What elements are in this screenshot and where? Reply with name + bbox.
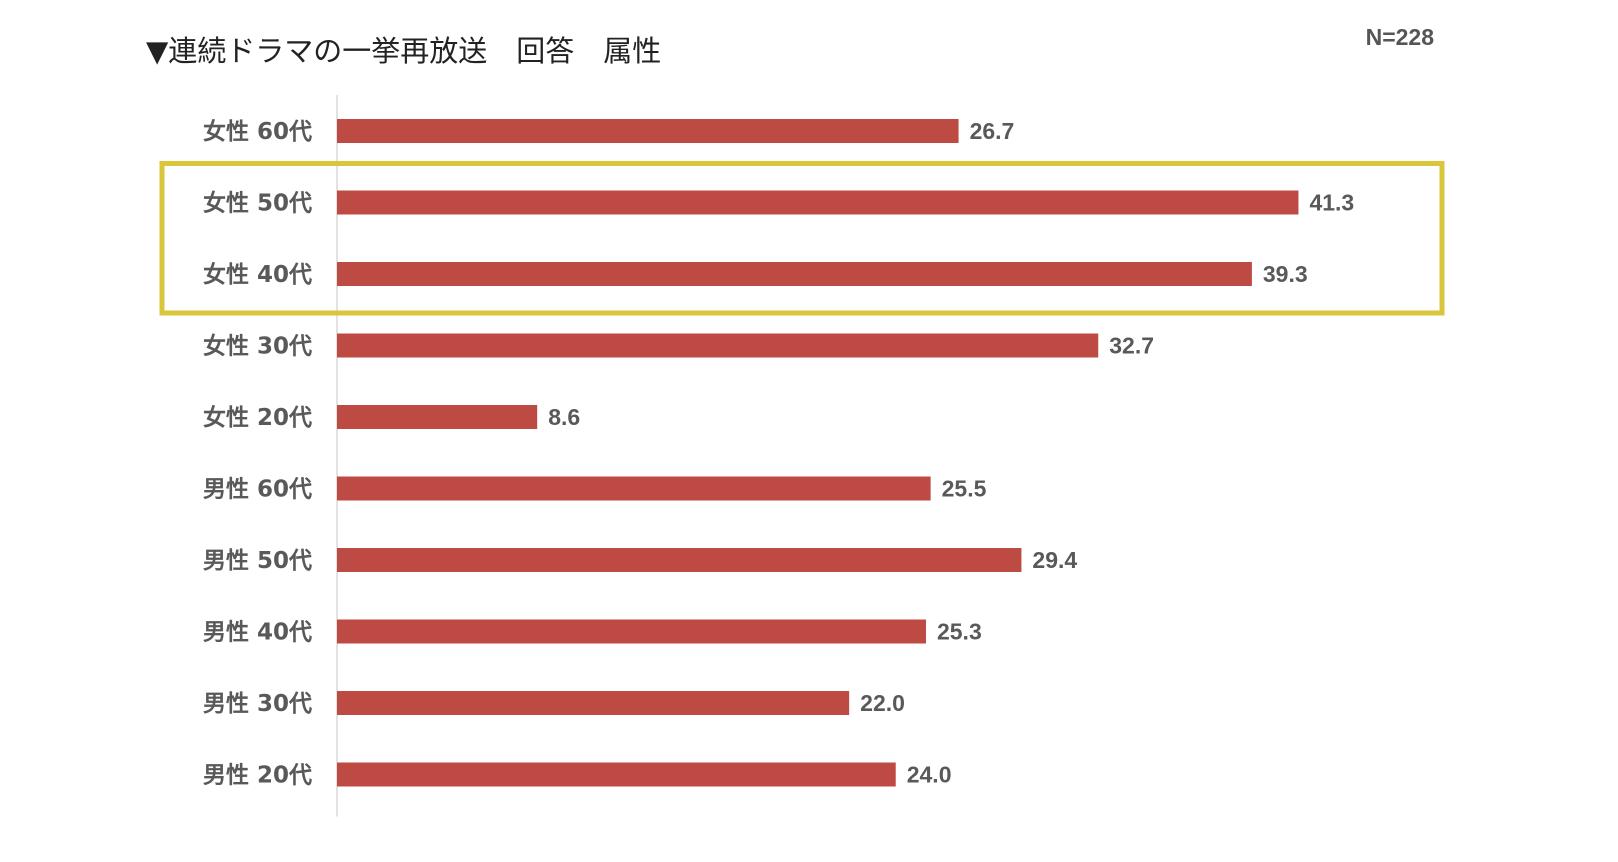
bar <box>337 619 926 644</box>
bar <box>337 119 959 143</box>
data-label: 39.3 <box>1263 261 1308 287</box>
category-label: 女性 40代 <box>203 261 312 288</box>
data-label: 29.4 <box>1032 547 1077 573</box>
bar <box>337 405 538 429</box>
highlight-box <box>159 161 1445 316</box>
data-label: 41.3 <box>1309 190 1354 216</box>
category-label: 女性 20代 <box>203 404 312 431</box>
data-label: 25.5 <box>942 476 987 502</box>
bar <box>337 333 1099 358</box>
data-label: 32.7 <box>1109 333 1154 359</box>
bar <box>337 190 1299 215</box>
sample-size-label: N=228 <box>1365 24 1434 50</box>
category-label: 男性 20代 <box>203 763 312 789</box>
data-label: 22.0 <box>860 690 905 716</box>
category-label: 女性 60代 <box>203 118 312 145</box>
data-label: 24.0 <box>907 762 952 788</box>
data-label: 26.7 <box>970 118 1015 144</box>
category-label: 男性 60代 <box>203 477 312 503</box>
category-label: 男性 40代 <box>203 620 312 646</box>
bar <box>337 691 850 715</box>
data-label: 8.6 <box>548 404 580 430</box>
bar <box>337 262 1252 286</box>
bar <box>337 548 1022 572</box>
category-label: 男性 30代 <box>203 691 312 717</box>
chart-title: ▼連続ドラマの一挙再放送 回答 属性 <box>146 34 662 68</box>
category-label: 男性 50代 <box>203 548 312 574</box>
bar <box>337 762 896 787</box>
bar <box>337 476 931 501</box>
category-label: 女性 50代 <box>203 190 312 217</box>
data-label: 25.3 <box>937 619 982 645</box>
category-label: 女性 30代 <box>203 333 312 360</box>
